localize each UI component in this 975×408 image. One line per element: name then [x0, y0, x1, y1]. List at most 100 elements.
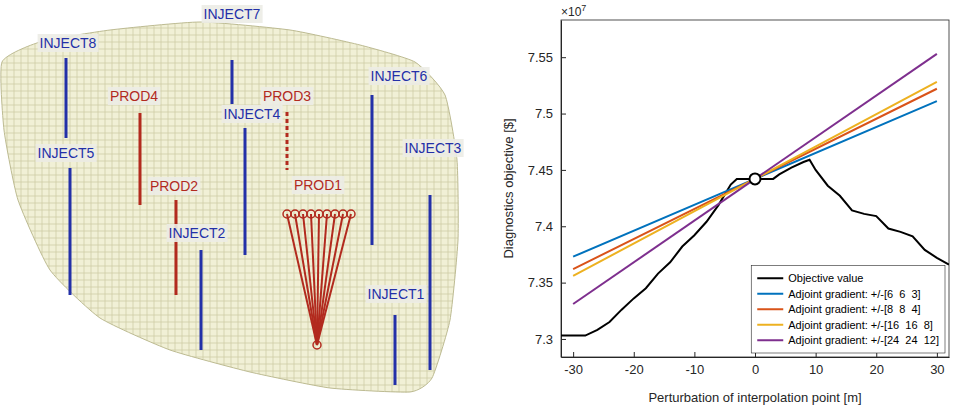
- well-branch: [287, 214, 317, 345]
- tick: 7.4: [535, 219, 566, 234]
- tick: 7.5: [535, 106, 566, 121]
- well-label-bg: [36, 144, 97, 162]
- well-branch-head: [299, 210, 307, 218]
- legend-label: Adjoint gradient: +/-[6 6 3]: [788, 288, 920, 300]
- tick-mark: [561, 170, 566, 171]
- legend-swatch: [757, 324, 783, 326]
- tick-label: 7.5: [535, 106, 553, 121]
- tick: 7.55: [528, 50, 566, 65]
- well: [244, 128, 247, 255]
- well-branch-head: [291, 210, 299, 218]
- well-label: PROD1: [294, 177, 342, 193]
- well-label: INJECT4: [224, 106, 281, 122]
- wells: [66, 58, 430, 385]
- well-label-bg: [222, 105, 283, 123]
- well: [286, 112, 289, 170]
- axis-multiplier: ×107: [561, 3, 586, 19]
- figure: INJECT8 INJECT7 INJECT6 INJECT5 INJECT4 INJEC…: [0, 0, 975, 408]
- tick: -30: [564, 352, 583, 377]
- tick: 7.3: [535, 332, 566, 347]
- tick: 7.45: [528, 163, 566, 178]
- well-label-bg: [366, 285, 427, 303]
- tick-label: -30: [564, 362, 583, 377]
- tick-mark: [561, 339, 566, 340]
- well-branch: [303, 214, 317, 345]
- multiplier-base: ×10: [561, 5, 582, 19]
- well-label-bg: [167, 224, 228, 242]
- tick-label: 20: [870, 362, 884, 377]
- well-label: PROD4: [110, 88, 158, 104]
- tick-label: 7.55: [528, 50, 553, 65]
- legend: Objective value Adjoint gradient: +/-[6 6…: [751, 266, 945, 354]
- well-label: INJECT6: [371, 68, 428, 84]
- well-label-bg: [38, 34, 99, 52]
- well-branch-head: [283, 210, 291, 218]
- tick-label: 30: [930, 362, 944, 377]
- tick-label: 7.3: [535, 332, 553, 347]
- tick: 20: [870, 352, 884, 377]
- well-label: INJECT3: [405, 140, 462, 156]
- tick-mark: [561, 226, 566, 227]
- tick-label: 0: [752, 362, 759, 377]
- legend-label: Adjoint gradient: +/-[8 8 4]: [788, 303, 920, 315]
- well-label-bg: [403, 139, 464, 157]
- tick-mark: [634, 352, 635, 357]
- tick: 10: [809, 352, 823, 377]
- reservoir-grid: [1, 22, 458, 392]
- well: [200, 250, 203, 350]
- well: [231, 60, 234, 104]
- plot-frame: [561, 20, 949, 357]
- well-label: INJECT1: [368, 286, 425, 302]
- legend-box: [751, 266, 945, 354]
- well-label: INJECT5: [38, 145, 95, 161]
- reservoir-panel: [1, 22, 458, 392]
- tick-mark: [561, 57, 566, 58]
- tick-label: 7.35: [528, 275, 553, 290]
- well: [65, 58, 68, 138]
- series-line: [573, 82, 937, 276]
- tick-label: 7.45: [528, 163, 553, 178]
- well-branch: [317, 214, 335, 345]
- tick-mark: [561, 114, 566, 115]
- x-axis: -30 -20 -10 0 10 20 30: [562, 352, 950, 377]
- well-label-bg: [261, 87, 313, 105]
- tick-mark: [561, 283, 566, 284]
- well-branch-head: [339, 210, 347, 218]
- well: [69, 168, 72, 295]
- well: [394, 315, 397, 385]
- tick: -10: [685, 352, 704, 377]
- well-label-bg: [148, 177, 200, 195]
- well-label-bg: [369, 67, 430, 85]
- axis-line: [562, 357, 950, 358]
- multiplier-exponent: 7: [581, 3, 586, 13]
- well-labels: INJECT8 INJECT7 INJECT6 INJECT5 INJECT4 INJEC…: [36, 5, 464, 303]
- tick-label: -20: [625, 362, 644, 377]
- tick: 30: [930, 352, 944, 377]
- y-axis-title: Diagnostics objective [$]: [501, 118, 516, 258]
- well-branch-head: [307, 210, 315, 218]
- y-axis: 7.3 7.35 7.4 7.45 7.5 7.55: [528, 21, 566, 358]
- well-branch-head: [331, 210, 339, 218]
- legend-swatch: [757, 339, 783, 341]
- well-bottom: [313, 341, 321, 349]
- legend-swatch: [757, 308, 783, 310]
- well: [139, 113, 142, 205]
- well-label: INJECT7: [204, 6, 261, 22]
- legend-label: Adjoint gradient: +/-[24 24 12]: [788, 334, 939, 346]
- tick-label: 7.4: [535, 219, 553, 234]
- well: [429, 195, 432, 370]
- well-branch: [317, 214, 343, 345]
- well-branch: [317, 214, 351, 345]
- tick-mark: [694, 352, 695, 357]
- well-label: INJECT8: [40, 35, 97, 51]
- legend-label: Objective value: [788, 272, 863, 284]
- well-branch-head: [323, 210, 331, 218]
- well-label-bg: [292, 176, 344, 194]
- well-label: PROD2: [150, 178, 198, 194]
- x-axis-title: Perturbation of interpolation point [m]: [648, 390, 861, 405]
- legend-label: Adjoint gradient: +/-[16 16 8]: [788, 319, 933, 331]
- axis-line: [561, 21, 562, 358]
- well-label-bg: [202, 5, 263, 23]
- well-label: INJECT2: [169, 225, 226, 241]
- center-point: [750, 173, 761, 184]
